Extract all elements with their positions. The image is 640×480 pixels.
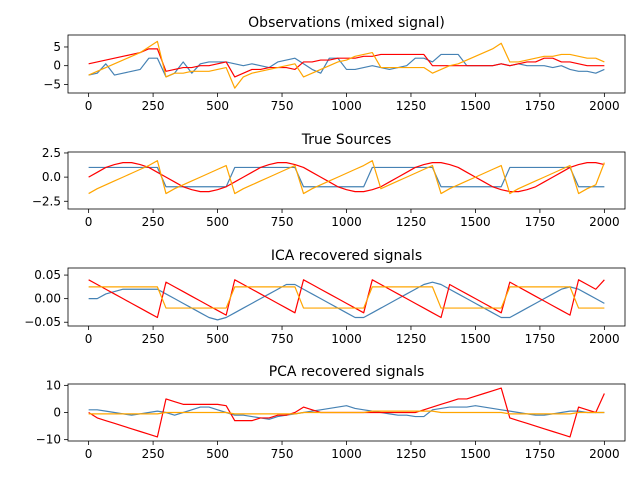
subplot-2: True Sources 0 250 500 750 1000 1250 1500 1750 20… — [32, 132, 626, 229]
x-tick-label: 1500 — [460, 332, 491, 346]
series-line-3 — [88, 410, 605, 415]
x-tick-label: 1250 — [396, 99, 427, 113]
series-line-2 — [88, 48, 605, 78]
x-tick-label: 1750 — [525, 215, 556, 229]
x-tick-label: 1250 — [396, 215, 427, 229]
x-tick-label: 1000 — [331, 447, 362, 461]
y-tick-label: −5 — [43, 77, 61, 91]
x-tick-label: 2000 — [589, 332, 620, 346]
axes-frame — [67, 34, 626, 94]
x-tick-label: 500 — [206, 447, 229, 461]
axes-frame — [67, 267, 626, 327]
series-line-2 — [88, 279, 605, 319]
subplot-1: Observations (mixed signal) 0 250 500 750 100… — [43, 15, 626, 113]
x-tick-label: 500 — [206, 332, 229, 346]
y-tick-label: 0 — [53, 59, 61, 73]
x-tick-label: 0 — [85, 215, 93, 229]
x-tick-label: 750 — [271, 332, 294, 346]
x-tick-label: 750 — [271, 447, 294, 461]
x-tick-label: 1750 — [525, 99, 556, 113]
y-tick-label: −0.05 — [24, 315, 61, 329]
x-tick-label: 2000 — [589, 215, 620, 229]
series-line-1 — [88, 166, 605, 188]
y-tick-label: 5 — [53, 40, 61, 54]
subplot-3: ICA recovered signals 0 250 500 750 1000 1250 1… — [24, 248, 626, 346]
y-tick-label: 2.5 — [42, 146, 61, 160]
x-tick-label: 1750 — [525, 332, 556, 346]
series-line-3 — [88, 286, 605, 309]
subplot-4: PCA recovered signals 0 250 500 750 1000 1250 1… — [36, 364, 626, 461]
y-tick-label: 0.0 — [42, 170, 61, 184]
x-tick-label: 1500 — [460, 99, 491, 113]
subplot-title: Observations (mixed signal) — [248, 15, 445, 31]
y-tick-label: 0 — [53, 406, 61, 420]
x-tick-label: 250 — [142, 215, 165, 229]
y-tick-label: −10 — [36, 433, 61, 447]
x-tick-label: 250 — [142, 447, 165, 461]
x-tick-label: 1000 — [331, 99, 362, 113]
series-line-3 — [88, 160, 605, 195]
x-tick-label: 500 — [206, 99, 229, 113]
subplot-title: PCA recovered signals — [269, 364, 425, 380]
y-tick-label: 0.05 — [34, 268, 61, 282]
x-tick-label: 0 — [85, 99, 93, 113]
x-tick-label: 1750 — [525, 447, 556, 461]
x-tick-label: 0 — [85, 332, 93, 346]
x-tick-label: 250 — [142, 332, 165, 346]
series-line-3 — [88, 40, 605, 89]
x-tick-label: 750 — [271, 99, 294, 113]
x-tick-label: 1000 — [331, 215, 362, 229]
x-tick-label: 1500 — [460, 215, 491, 229]
x-tick-label: 1000 — [331, 332, 362, 346]
x-tick-label: 1500 — [460, 447, 491, 461]
y-tick-label: 0.00 — [34, 292, 61, 306]
y-tick-label: −2.5 — [32, 194, 61, 208]
x-tick-label: 500 — [206, 215, 229, 229]
series-line-2 — [88, 162, 605, 193]
subplot-title: True Sources — [301, 132, 392, 148]
y-tick-label: 10 — [46, 378, 61, 392]
axes-frame — [67, 151, 626, 210]
x-tick-label: 1250 — [396, 447, 427, 461]
x-tick-label: 1250 — [396, 332, 427, 346]
x-tick-label: 0 — [85, 447, 93, 461]
series-line-1 — [88, 405, 605, 420]
x-tick-label: 250 — [142, 99, 165, 113]
series-line-1 — [88, 281, 605, 321]
x-tick-label: 2000 — [589, 447, 620, 461]
x-tick-label: 750 — [271, 215, 294, 229]
subplot-title: ICA recovered signals — [271, 248, 422, 264]
x-tick-label: 2000 — [589, 99, 620, 113]
